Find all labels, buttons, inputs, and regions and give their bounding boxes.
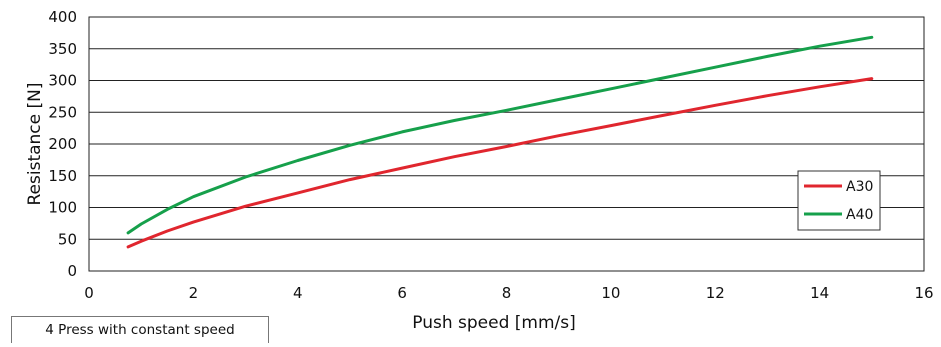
legend-label-a40: A40: [846, 207, 873, 223]
y-axis-title: Resistance [N]: [25, 83, 45, 206]
y-tick-label: 50: [58, 230, 77, 248]
x-tick-label: 14: [810, 284, 829, 302]
y-tick-labels: 0 50 100 150 200 250 300 350 400: [48, 8, 77, 280]
legend-label-a30: A30: [846, 179, 873, 195]
x-tick-label: 12: [706, 284, 725, 302]
series-line-a30: [126, 77, 874, 249]
x-tick-labels: 0 2 4 6 8 10 12 14 16: [84, 284, 933, 302]
x-tick-label: 10: [601, 284, 620, 302]
x-tick-label: 8: [502, 284, 512, 302]
y-tick-label: 100: [48, 199, 77, 217]
y-tick-label: 250: [48, 103, 77, 121]
x-tick-label: 16: [914, 284, 933, 302]
y-tick-label: 400: [48, 8, 77, 26]
legend-box: [797, 170, 881, 231]
legend: A30 A40: [797, 170, 881, 231]
y-tick-label: 300: [48, 72, 77, 90]
y-tick-label: 200: [48, 135, 77, 153]
figure-caption: 4 Press with constant speed: [11, 316, 269, 343]
x-axis-title: Push speed [mm/s]: [412, 313, 576, 333]
y-tick-label: 350: [48, 40, 77, 58]
x-tick-label: 2: [189, 284, 199, 302]
x-tick-label: 0: [84, 284, 94, 302]
x-tick-label: 6: [397, 284, 407, 302]
plot-area-frame: [88, 16, 925, 272]
gridlines: [89, 48, 924, 240]
x-tick-label: 4: [293, 284, 303, 302]
series-line-a40: [126, 35, 874, 235]
y-tick-label: 0: [67, 262, 77, 280]
y-tick-label: 150: [48, 167, 77, 185]
series-lines: [126, 35, 874, 249]
